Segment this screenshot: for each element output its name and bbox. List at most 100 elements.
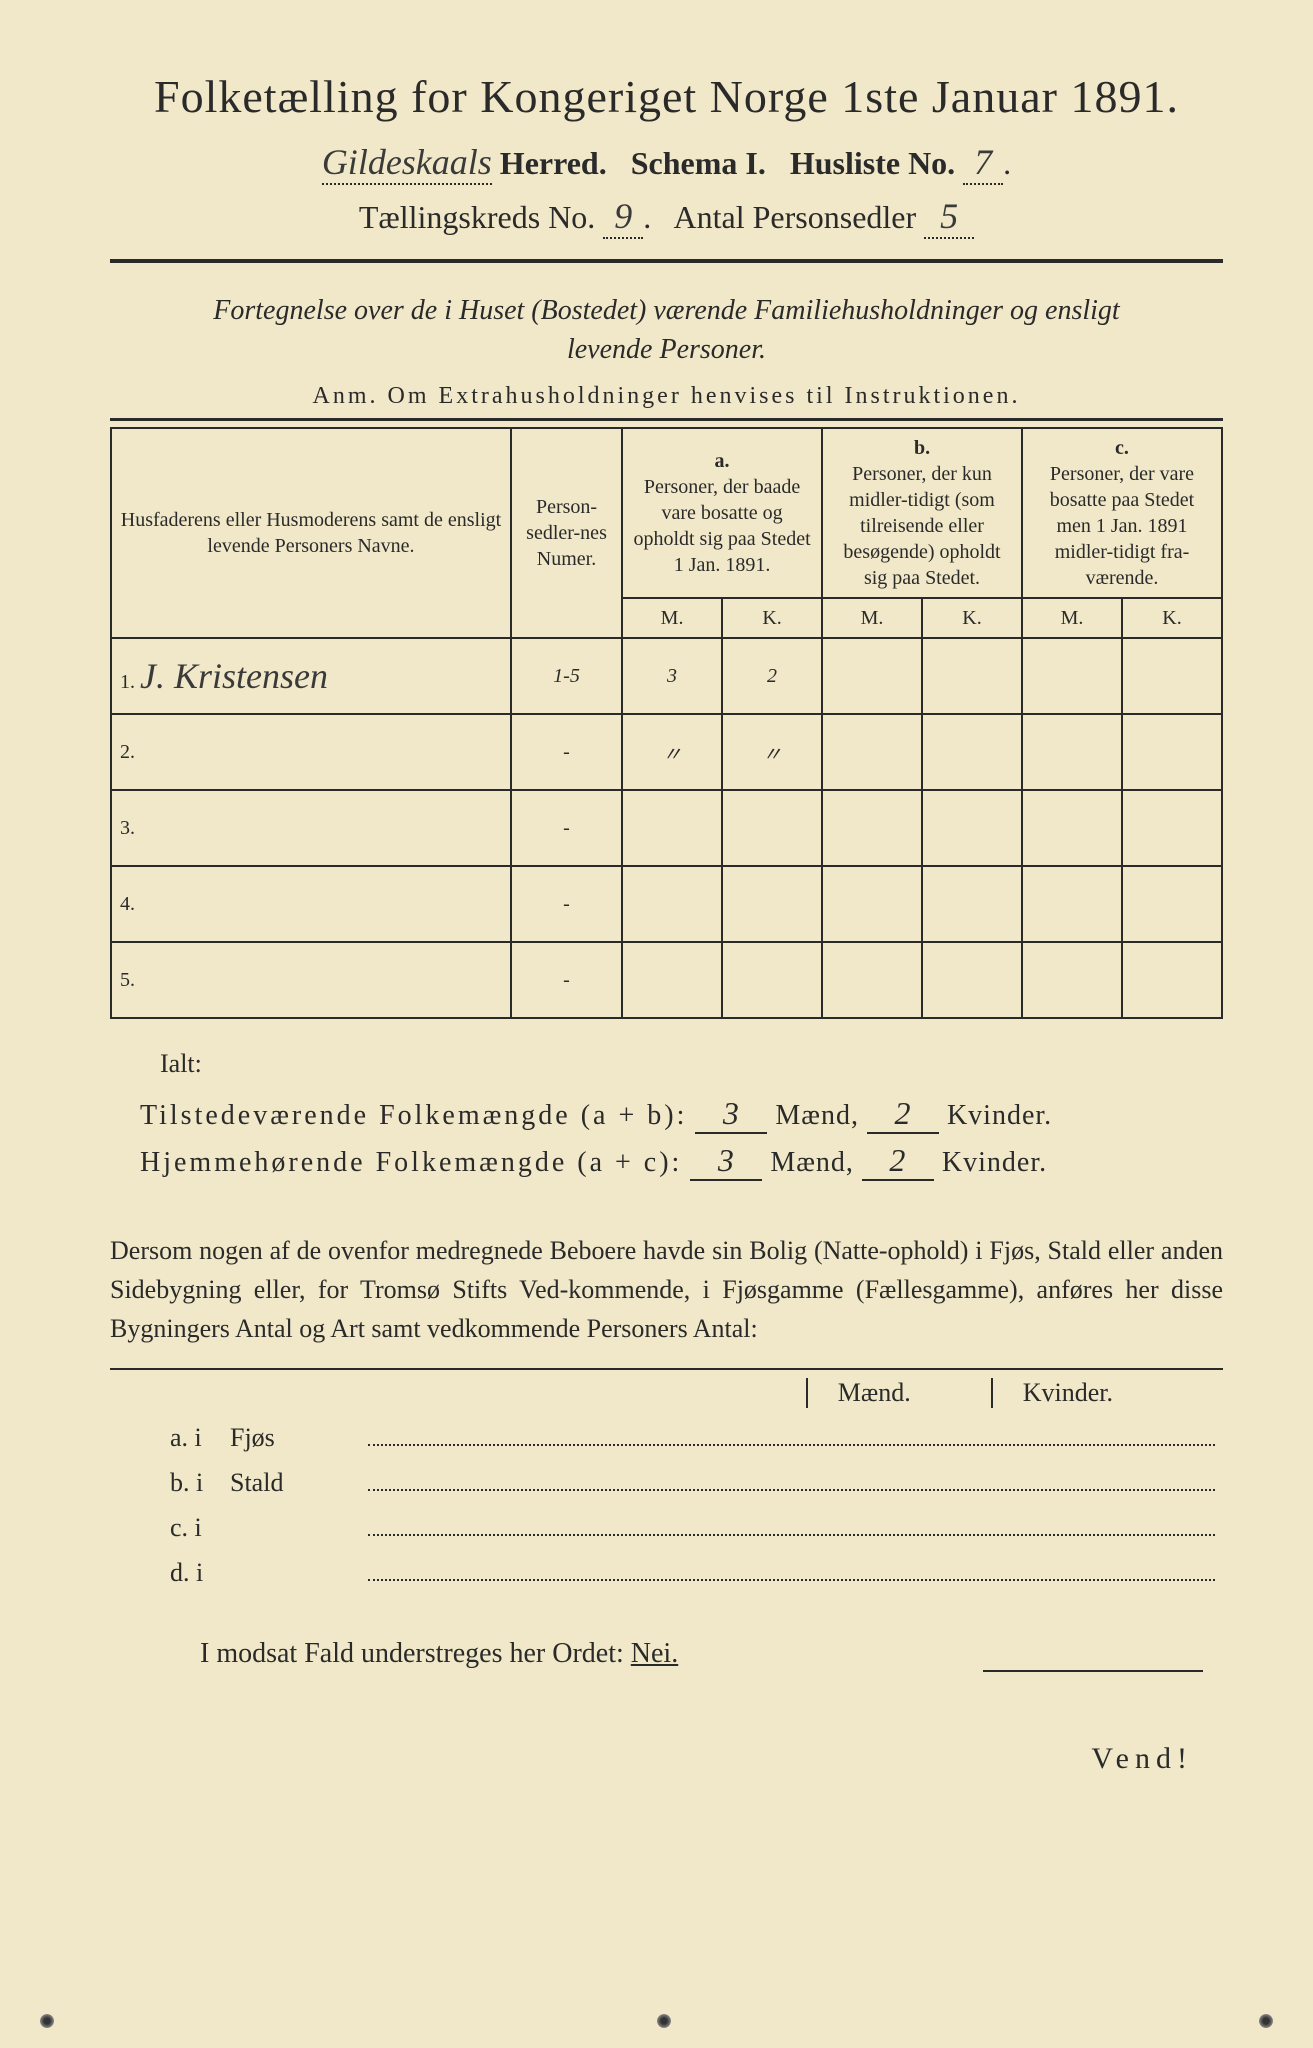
cell-a-k [722, 866, 822, 942]
cell-c-m [1022, 638, 1122, 714]
table-row: 3. - [111, 790, 1222, 866]
subtitle-line2: levende Personer. [567, 334, 766, 365]
paragraph: Dersom nogen af de ovenfor medregnede Be… [110, 1231, 1223, 1348]
vend-label: Vend! [110, 1742, 1223, 1776]
total-ab-label: Tilstedeværende Folkemængde (a + b): [140, 1100, 687, 1131]
total-ab-m: 3 [695, 1095, 767, 1134]
kreds-no: 9 [603, 195, 643, 239]
maend-label: Mænd, [770, 1147, 854, 1178]
list-row-b: b. i Stald [170, 1463, 1223, 1498]
cell-b-k [922, 790, 1022, 866]
row-num: 4. [111, 866, 511, 942]
kvinder-label: Kvinder. [942, 1147, 1047, 1178]
divider [110, 418, 1223, 421]
kvinder-label: Kvinder. [947, 1100, 1052, 1131]
cell-numer: 1-5 [511, 638, 622, 714]
th-a-m: M. [622, 598, 722, 638]
pin-icon [40, 2014, 54, 2028]
cell-b-m [822, 866, 922, 942]
vend-divider [983, 1670, 1203, 1672]
total-ac-m: 3 [690, 1142, 762, 1181]
list-a-txt: Fjøs [230, 1423, 360, 1453]
th-c-head: c. [1115, 437, 1129, 459]
dots [368, 1508, 1215, 1536]
cell-b-k [922, 714, 1022, 790]
cell-c-k [1122, 714, 1222, 790]
th-b-k: K. [922, 598, 1022, 638]
cell-numer: - [511, 714, 622, 790]
cell-b-k [922, 638, 1022, 714]
total-line-ab: Tilstedeværende Folkemængde (a + b): 3 M… [140, 1095, 1223, 1134]
total-ac-k: 2 [862, 1142, 934, 1181]
th-a-k: K. [722, 598, 822, 638]
list-row-a: a. i Fjøs [170, 1418, 1223, 1453]
nei-word: Nei. [631, 1638, 678, 1669]
page-title: Folketælling for Kongeriget Norge 1ste J… [110, 70, 1223, 123]
schema-label: Schema I. [631, 145, 766, 181]
th-c-k: K. [1122, 598, 1222, 638]
th-b-m: M. [822, 598, 922, 638]
dots [368, 1418, 1215, 1446]
cell-c-k [1122, 790, 1222, 866]
cell-c-m [1022, 942, 1122, 1018]
list-row-d: d. i [170, 1553, 1223, 1588]
cell-b-m [822, 942, 922, 1018]
census-form-page: Folketælling for Kongeriget Norge 1ste J… [0, 0, 1313, 2048]
list-row-c: c. i [170, 1508, 1223, 1543]
cell-a-k [722, 790, 822, 866]
dots [368, 1553, 1215, 1581]
th-a-text: Personer, der baade vare bosatte og opho… [633, 476, 810, 576]
cell-a-m [622, 866, 722, 942]
anm-text: Anm. Om Extrahusholdninger henvises til … [313, 383, 1021, 409]
subtitle-line1: Fortegnelse over de i Huset (Bostedet) v… [213, 295, 1119, 326]
cell-c-k [1122, 866, 1222, 942]
husliste-label: Husliste No. [790, 145, 955, 181]
cell-a-m [622, 942, 722, 1018]
maend-col: Mænd. [806, 1378, 941, 1408]
table-row: 1. J. Kristensen1-532 [111, 638, 1222, 714]
list-a-lab: a. i [170, 1423, 230, 1453]
th-c-text: Personer, der vare bosatte paa Stedet me… [1050, 463, 1194, 589]
th-b-head: b. [914, 437, 930, 459]
th-name: Husfaderens eller Husmoderens samt de en… [111, 428, 511, 638]
cell-b-m [822, 714, 922, 790]
table-row: 4. - [111, 866, 1222, 942]
personsedler-no: 5 [924, 195, 974, 239]
anm-note: Anm. Om Extrahusholdninger henvises til … [110, 383, 1223, 410]
th-b: b. Personer, der kun midler-tidigt (som … [822, 428, 1022, 598]
row-name: J. Kristensen [140, 655, 328, 697]
ialt-label: Ialt: [160, 1049, 1223, 1079]
row-num: 3. [111, 790, 511, 866]
mk-header: Mænd. Kvinder. [110, 1368, 1223, 1408]
th-c: c. Personer, der vare bosatte paa Stedet… [1022, 428, 1222, 598]
cell-a-k [722, 942, 822, 1018]
dots [368, 1463, 1215, 1491]
cell-a-m [622, 790, 722, 866]
total-ab-k: 2 [867, 1095, 939, 1134]
th-c-m: M. [1022, 598, 1122, 638]
table-row: 2. -〃〃 [111, 714, 1222, 790]
maend-label: Mænd, [775, 1100, 859, 1131]
header-line-2: Gildeskaals Herred. Schema I. Husliste N… [110, 141, 1223, 185]
cell-a-m: 〃 [622, 714, 722, 790]
cell-b-k [922, 942, 1022, 1018]
herred-handwritten: Gildeskaals [322, 141, 492, 185]
list-c-lab: c. i [170, 1513, 230, 1543]
row-num: 5. [111, 942, 511, 1018]
cell-numer: - [511, 942, 622, 1018]
pin-icon [657, 2014, 671, 2028]
th-a: a. Personer, der baade vare bosatte og o… [622, 428, 822, 598]
th-b-text: Personer, der kun midler-tidigt (som til… [843, 463, 1000, 589]
nei-text: I modsat Fald understreges her Ordet: [200, 1638, 624, 1669]
total-ac-label: Hjemmehørende Folkemængde (a + c): [140, 1147, 682, 1178]
kvinder-col: Kvinder. [991, 1378, 1143, 1408]
cell-c-k [1122, 942, 1222, 1018]
cell-b-k [922, 866, 1022, 942]
list-d-lab: d. i [170, 1558, 230, 1588]
cell-a-k: 2 [722, 638, 822, 714]
row-num: 2. [111, 714, 511, 790]
kreds-label: Tællingskreds No. [359, 199, 595, 235]
divider [110, 259, 1223, 263]
cell-c-m [1022, 866, 1122, 942]
row-num: 1. J. Kristensen [111, 638, 511, 714]
